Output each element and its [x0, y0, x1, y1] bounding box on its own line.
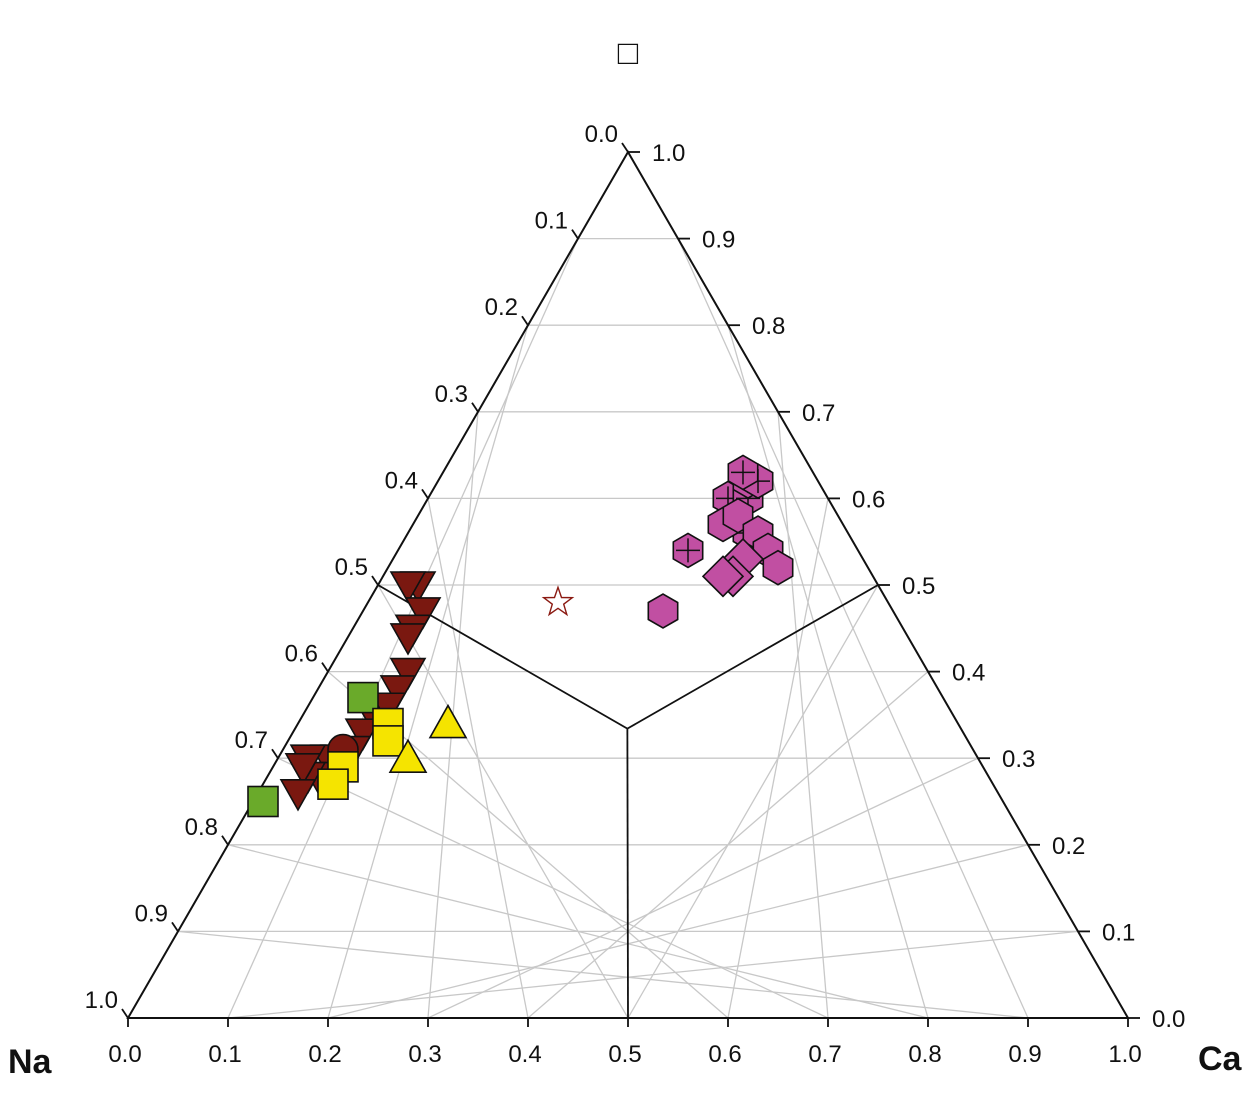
point-triangle-down [389, 623, 427, 656]
point-triangle-up [388, 738, 428, 774]
bottom-tick-label: 0.2 [308, 1041, 341, 1068]
point-square [317, 768, 349, 800]
field-boundaries [377, 584, 879, 1019]
point-hexagon [647, 593, 679, 629]
grid-line [627, 584, 879, 1019]
left-tick-label: 0.6 [285, 641, 318, 668]
right-tick-label: 0.8 [752, 313, 785, 340]
bottom-tick-label: 0.6 [708, 1041, 741, 1068]
grid-line [727, 325, 929, 1019]
point-star [541, 585, 575, 617]
right-tick-label: 0.1 [1102, 919, 1135, 946]
bottom-tick-label: 0.4 [508, 1041, 541, 1068]
right-tick-label: 0.9 [702, 227, 735, 254]
left-tick-mark [621, 142, 629, 153]
point-diamond [701, 555, 745, 598]
left-tick-label: 0.5 [335, 554, 368, 581]
left-tick-label: 0.4 [385, 467, 418, 494]
bottom-tick-label: 0.8 [908, 1041, 941, 1068]
left-tick-label: 0.7 [235, 727, 268, 754]
right-tick-label: 0.0 [1152, 1006, 1185, 1033]
bottom-tick-label: 0.0 [108, 1041, 141, 1068]
point-triangle-up [428, 703, 468, 739]
corner-label-na: Na [8, 1043, 53, 1081]
left-tick-mark [271, 748, 279, 759]
point-triangle-down [379, 675, 417, 708]
points-layer [247, 454, 794, 818]
point-triangle-down [344, 718, 382, 751]
bottom-tick-label: 0.9 [1008, 1041, 1041, 1068]
left-tick-mark [371, 575, 379, 586]
point-square [247, 785, 279, 818]
left-tick-mark [121, 1008, 129, 1019]
grid-line [177, 930, 1029, 1019]
bottom-tick-label: 0.7 [808, 1041, 841, 1068]
point-triangle-down [279, 779, 317, 812]
right-tick-label: 1.0 [652, 140, 685, 167]
grid-line [777, 411, 829, 1019]
grid-line [727, 498, 829, 1019]
left-tick-label: 0.3 [435, 381, 468, 408]
bottom-tick-label: 1.0 [1108, 1041, 1141, 1068]
grid-line [377, 584, 629, 1019]
corner-label-ca: Ca [1198, 1040, 1243, 1078]
left-tick-mark [221, 835, 229, 846]
bottom-tick-label: 0.3 [408, 1041, 441, 1068]
point-triangle-down [404, 597, 442, 630]
grid-line [277, 757, 829, 1019]
bottom-tick-label: 0.5 [608, 1041, 641, 1068]
point-hexagon [762, 549, 794, 586]
grid-line [227, 844, 929, 1019]
left-tick-mark [321, 662, 329, 673]
right-tick-label: 0.3 [1002, 746, 1035, 773]
left-tick-mark [421, 488, 429, 499]
left-tick-label: 1.0 [85, 987, 118, 1014]
apex-label: □ [618, 34, 639, 72]
left-tick-mark [571, 229, 579, 240]
point-triangle-down [389, 657, 427, 691]
tick-layer: 0.0 0.1 0.2 0.3 0.4 0.5 0.6 0.7 0.8 0.9 1.0 0.0 0.1 0… [85, 121, 1186, 1068]
grid-line [677, 238, 1029, 1019]
left-tick-mark [471, 402, 479, 413]
field-boundary-line [626, 728, 629, 1019]
left-tick-mark [171, 921, 179, 932]
grid-layer [177, 237, 1079, 1019]
right-tick-label: 0.2 [1052, 833, 1085, 860]
field-boundary-line [626, 584, 879, 730]
left-tick-label: 0.0 [585, 121, 618, 148]
right-tick-label: 0.4 [952, 660, 985, 687]
point-square [372, 725, 404, 757]
left-tick-label: 0.9 [135, 900, 168, 927]
point-square [347, 681, 379, 714]
left-tick-label: 0.1 [535, 208, 568, 235]
left-tick-label: 0.8 [185, 814, 218, 841]
point-triangle-down [284, 753, 322, 786]
left-tick-mark [521, 315, 529, 326]
right-tick-label: 0.7 [802, 400, 835, 427]
bottom-tick-label: 0.1 [208, 1041, 241, 1068]
right-tick-label: 0.5 [902, 573, 935, 600]
left-tick-label: 0.2 [485, 294, 518, 321]
right-tick-label: 0.6 [852, 486, 885, 513]
point-triangle-down [389, 571, 427, 604]
